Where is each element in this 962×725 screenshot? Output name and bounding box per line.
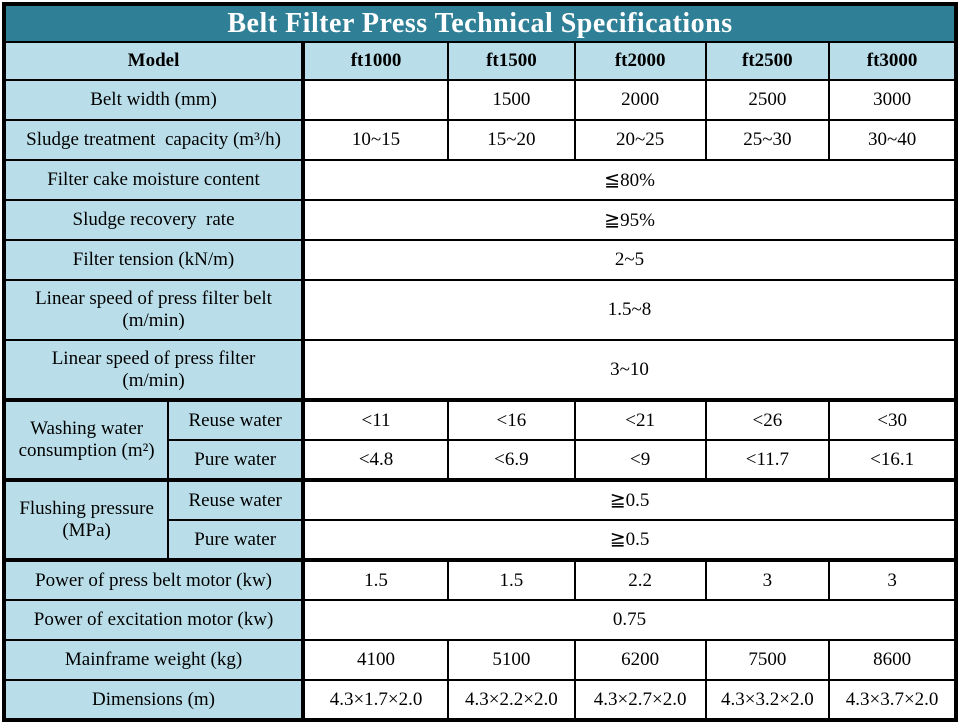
header-model-ft1500: ft1500: [447, 41, 576, 81]
value-cell: 4.3×1.7×2.0: [302, 679, 450, 721]
row-filter-tension: Filter tension (kN/m) 2~5: [2, 239, 957, 281]
row-label: Power of excitation motor (kw): [2, 599, 306, 641]
value-cell: 4.3×2.7×2.0: [573, 679, 707, 721]
value-cell-span: ≦80%: [302, 159, 957, 201]
header-model-ft2000: ft2000: [573, 41, 707, 81]
value-cell: <26: [704, 398, 831, 441]
value-cell: 30~40: [828, 119, 957, 161]
value-cell: <6.9: [447, 439, 576, 481]
value-cell: <9: [573, 439, 707, 481]
row-sludge-capacity: Sludge treatment capacity (m³/h) 10~15 1…: [2, 119, 957, 161]
row-belt-width: Belt width (mm) 1500 2000 2500 3000: [2, 79, 957, 121]
title-row: Belt Filter Press Technical Specificatio…: [3, 3, 957, 43]
header-model-label: Model: [2, 41, 306, 81]
row-label: Sludge recovery rate: [2, 199, 306, 241]
value-cell: 1.5: [447, 558, 576, 601]
row-label: Mainframe weight (kg): [2, 639, 306, 681]
sub-label-pure-water: Pure water: [167, 519, 306, 561]
row-label: Filter tension (kN/m): [2, 239, 306, 281]
row-power-excitation: Power of excitation motor (kw) 0.75: [2, 599, 957, 641]
row-washing-pure: Pure water <4.8 <6.9 <9 <11.7 <16.1: [4, 439, 957, 481]
value-cell: <30: [828, 398, 957, 441]
row-dimensions: Dimensions (m) 4.3×1.7×2.0 4.3×2.2×2.0 4…: [2, 679, 957, 721]
row-label: Dimensions (m): [2, 679, 306, 721]
row-label: Filter cake moisture content: [2, 159, 306, 201]
row-linear-speed-filter: Linear speed of press filter (m/min) 3~1…: [2, 339, 957, 401]
value-cell-span: ≧0.5: [302, 519, 957, 561]
value-cell: <21: [573, 398, 707, 441]
row-washing-reuse: Washing water consumption (m²) Reuse wat…: [2, 398, 957, 481]
row-label: Linear speed of press filter (m/min): [2, 339, 306, 401]
value-cell-span: 0.75: [302, 599, 957, 641]
value-cell: 2000: [573, 79, 707, 121]
value-cell: <11.7: [704, 439, 831, 481]
sub-label-pure-water: Pure water: [167, 439, 306, 481]
value-cell: 3: [704, 558, 831, 601]
value-cell: 7500: [704, 639, 831, 681]
row-sludge-recovery: Sludge recovery rate ≧95%: [2, 199, 957, 241]
value-cell: <4.8: [302, 439, 450, 481]
header-model-ft1000: ft1000: [302, 41, 450, 81]
header-model-ft3000: ft3000: [828, 41, 957, 81]
table-title: Belt Filter Press Technical Specificatio…: [3, 3, 957, 43]
value-cell: 4.3×3.2×2.0: [704, 679, 831, 721]
value-cell: 25~30: [704, 119, 831, 161]
value-cell: [302, 79, 450, 121]
row-flushing-pure: Pure water ≧0.5: [4, 519, 957, 561]
value-cell: 3000: [828, 79, 957, 121]
value-cell: 1.5: [302, 558, 450, 601]
row-power-press-belt: Power of press belt motor (kw) 1.5 1.5 2…: [2, 558, 957, 601]
value-cell: 6200: [573, 639, 707, 681]
row-linear-speed-belt: Linear speed of press filter belt (m/min…: [2, 279, 957, 341]
value-cell-span: ≧0.5: [302, 478, 957, 521]
value-cell: 20~25: [573, 119, 707, 161]
sub-label-reuse-water: Reuse water: [167, 478, 306, 521]
value-cell-span: 3~10: [302, 339, 957, 401]
sub-label-reuse-water: Reuse water: [167, 398, 306, 441]
value-cell: 2.2: [573, 558, 707, 601]
row-label: Sludge treatment capacity (m³/h): [2, 119, 306, 161]
value-cell: <11: [302, 398, 450, 441]
value-cell-span: ≧95%: [302, 199, 957, 241]
row-mainframe-weight: Mainframe weight (kg) 4100 5100 6200 750…: [2, 639, 957, 681]
group-label-flushing-pressure: Flushing pressure (MPa): [2, 478, 170, 561]
group-label-washing-water: Washing water consumption (m²): [2, 398, 170, 481]
value-cell-span: 2~5: [302, 239, 957, 281]
header-model-ft2500: ft2500: [704, 41, 831, 81]
value-cell: 15~20: [447, 119, 576, 161]
value-cell: 1500: [447, 79, 576, 121]
value-cell: 2500: [704, 79, 831, 121]
value-cell: 4100: [302, 639, 450, 681]
value-cell: 8600: [828, 639, 957, 681]
header-row: Model ft1000 ft1500 ft2000 ft2500 ft3000: [2, 41, 957, 81]
row-label: Power of press belt motor (kw): [2, 558, 306, 601]
value-cell: 4.3×2.2×2.0: [447, 679, 576, 721]
value-cell: <16: [447, 398, 576, 441]
row-filter-cake-moisture: Filter cake moisture content ≦80%: [2, 159, 957, 201]
row-label: Belt width (mm): [2, 79, 306, 121]
row-flushing-reuse: Flushing pressure (MPa) Reuse water ≧0.5: [2, 478, 957, 561]
value-cell: 5100: [447, 639, 576, 681]
value-cell: 3: [828, 558, 957, 601]
value-cell-span: 1.5~8: [302, 279, 957, 341]
value-cell: 10~15: [302, 119, 450, 161]
value-cell: <16.1: [828, 439, 957, 481]
value-cell: 4.3×3.7×2.0: [828, 679, 957, 721]
row-label: Linear speed of press filter belt (m/min…: [2, 279, 306, 341]
